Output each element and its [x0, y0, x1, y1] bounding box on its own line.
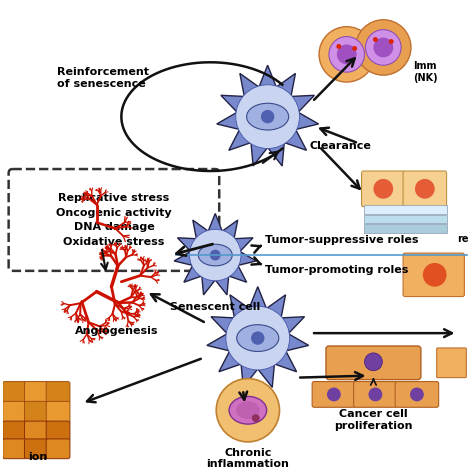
Text: Angiogenesis: Angiogenesis	[74, 326, 158, 336]
FancyBboxPatch shape	[25, 401, 48, 423]
Circle shape	[327, 388, 341, 401]
Circle shape	[337, 44, 341, 49]
FancyBboxPatch shape	[364, 215, 447, 223]
Polygon shape	[217, 65, 319, 166]
FancyArrowPatch shape	[176, 244, 212, 255]
Circle shape	[374, 179, 393, 199]
FancyBboxPatch shape	[3, 421, 27, 441]
FancyBboxPatch shape	[9, 169, 219, 271]
FancyBboxPatch shape	[3, 401, 27, 423]
Ellipse shape	[198, 244, 232, 266]
FancyBboxPatch shape	[403, 253, 465, 297]
FancyBboxPatch shape	[354, 382, 397, 407]
FancyArrowPatch shape	[251, 246, 261, 253]
FancyBboxPatch shape	[403, 171, 447, 207]
Ellipse shape	[246, 103, 289, 130]
FancyBboxPatch shape	[25, 439, 48, 459]
Circle shape	[252, 414, 260, 422]
FancyBboxPatch shape	[3, 439, 27, 459]
FancyBboxPatch shape	[25, 382, 48, 403]
FancyBboxPatch shape	[46, 401, 70, 423]
FancyArrowPatch shape	[87, 359, 201, 402]
FancyBboxPatch shape	[312, 382, 356, 407]
Circle shape	[261, 110, 274, 123]
FancyArrowPatch shape	[239, 392, 247, 400]
Circle shape	[251, 331, 264, 345]
Circle shape	[216, 379, 280, 442]
FancyArrowPatch shape	[151, 294, 204, 322]
Circle shape	[368, 388, 383, 401]
Text: Replicative stress
Oncogenic activity
DNA damage
Oxidative stress: Replicative stress Oncogenic activity DN…	[56, 193, 172, 247]
Ellipse shape	[237, 325, 279, 351]
Circle shape	[415, 179, 435, 199]
Text: ion: ion	[27, 452, 47, 462]
Text: Reinforcement
of senescence: Reinforcement of senescence	[57, 67, 149, 89]
FancyBboxPatch shape	[46, 382, 70, 403]
Text: Tumor-promoting roles: Tumor-promoting roles	[264, 265, 408, 275]
Circle shape	[365, 353, 383, 371]
Text: re: re	[457, 234, 469, 244]
Text: Tumor-suppressive roles: Tumor-suppressive roles	[264, 235, 418, 245]
Polygon shape	[207, 287, 309, 387]
Circle shape	[236, 85, 300, 148]
Text: Chronic
inflammation: Chronic inflammation	[207, 448, 289, 469]
FancyArrowPatch shape	[320, 128, 356, 142]
FancyArrowPatch shape	[321, 148, 360, 189]
Text: Imm
(NK): Imm (NK)	[413, 61, 438, 83]
FancyBboxPatch shape	[364, 224, 447, 233]
Circle shape	[374, 37, 393, 57]
Text: Cancer cell
proliferation: Cancer cell proliferation	[334, 409, 413, 431]
FancyArrowPatch shape	[300, 372, 363, 380]
FancyBboxPatch shape	[364, 205, 447, 213]
FancyBboxPatch shape	[437, 348, 466, 378]
Circle shape	[190, 229, 241, 281]
Circle shape	[352, 46, 357, 51]
Circle shape	[226, 306, 290, 370]
Circle shape	[410, 388, 424, 401]
Circle shape	[329, 36, 365, 72]
Circle shape	[319, 27, 374, 82]
FancyBboxPatch shape	[3, 382, 27, 403]
FancyBboxPatch shape	[46, 421, 70, 441]
Circle shape	[373, 37, 378, 42]
Ellipse shape	[236, 401, 260, 419]
Ellipse shape	[229, 396, 267, 424]
Circle shape	[423, 263, 447, 287]
Circle shape	[337, 45, 356, 64]
FancyBboxPatch shape	[362, 171, 405, 207]
FancyArrowPatch shape	[314, 329, 452, 337]
Circle shape	[356, 20, 411, 75]
Circle shape	[365, 30, 401, 65]
Text: Senescent cell: Senescent cell	[170, 302, 260, 312]
FancyArrowPatch shape	[314, 58, 355, 100]
FancyBboxPatch shape	[395, 382, 438, 407]
FancyBboxPatch shape	[326, 346, 421, 380]
FancyBboxPatch shape	[25, 421, 48, 441]
Text: Clearance: Clearance	[309, 141, 371, 151]
FancyBboxPatch shape	[46, 439, 70, 459]
Circle shape	[210, 250, 221, 260]
FancyArrowPatch shape	[251, 257, 261, 264]
Circle shape	[389, 39, 394, 44]
Polygon shape	[174, 213, 256, 295]
